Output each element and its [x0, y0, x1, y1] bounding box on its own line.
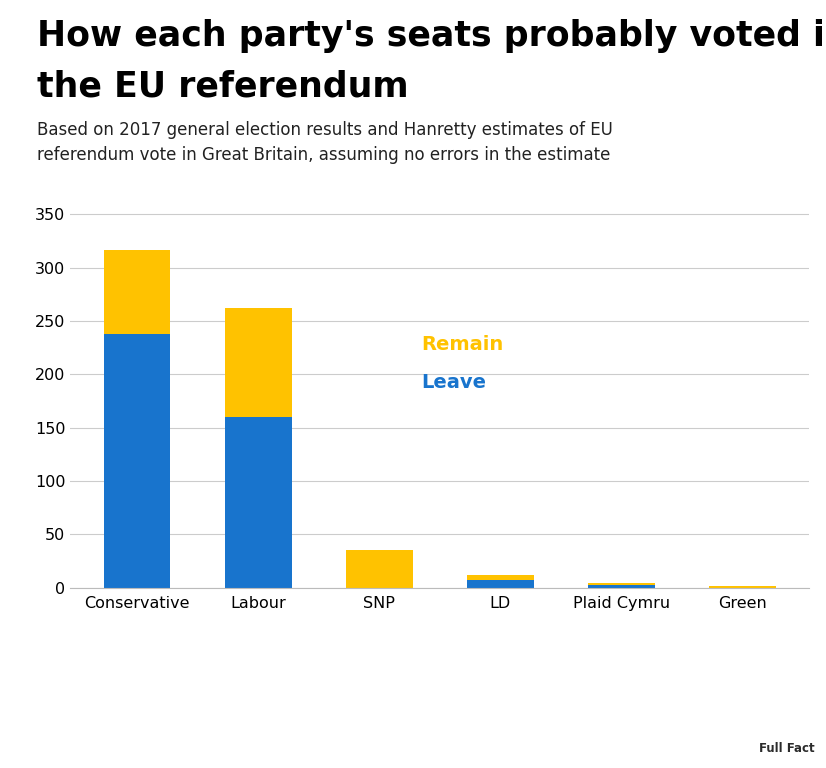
Text: Based on 2017 general election results and Hanretty estimates of EU
referendum v: Based on 2017 general election results a… [37, 121, 613, 164]
Bar [588, 585, 655, 588]
Text: Source:: Source: [31, 657, 97, 673]
Text: British Election Study 2017 General Election results file; “Areal
interpolation : British Election Study 2017 General Elec… [94, 657, 673, 716]
Polygon shape [706, 634, 826, 768]
Text: Full Fact: Full Fact [758, 742, 814, 754]
Text: Remain: Remain [422, 335, 504, 354]
Bar [467, 574, 534, 580]
Bar [710, 587, 776, 588]
Bar [104, 250, 170, 333]
Bar [104, 333, 170, 588]
Bar [588, 583, 655, 585]
Bar [467, 580, 534, 588]
Bar [346, 550, 413, 588]
Text: How each party's seats probably voted in: How each party's seats probably voted in [37, 19, 826, 53]
Text: the EU referendum: the EU referendum [37, 69, 409, 103]
Bar [225, 417, 292, 588]
Bar [225, 308, 292, 417]
Text: Leave: Leave [422, 373, 487, 392]
